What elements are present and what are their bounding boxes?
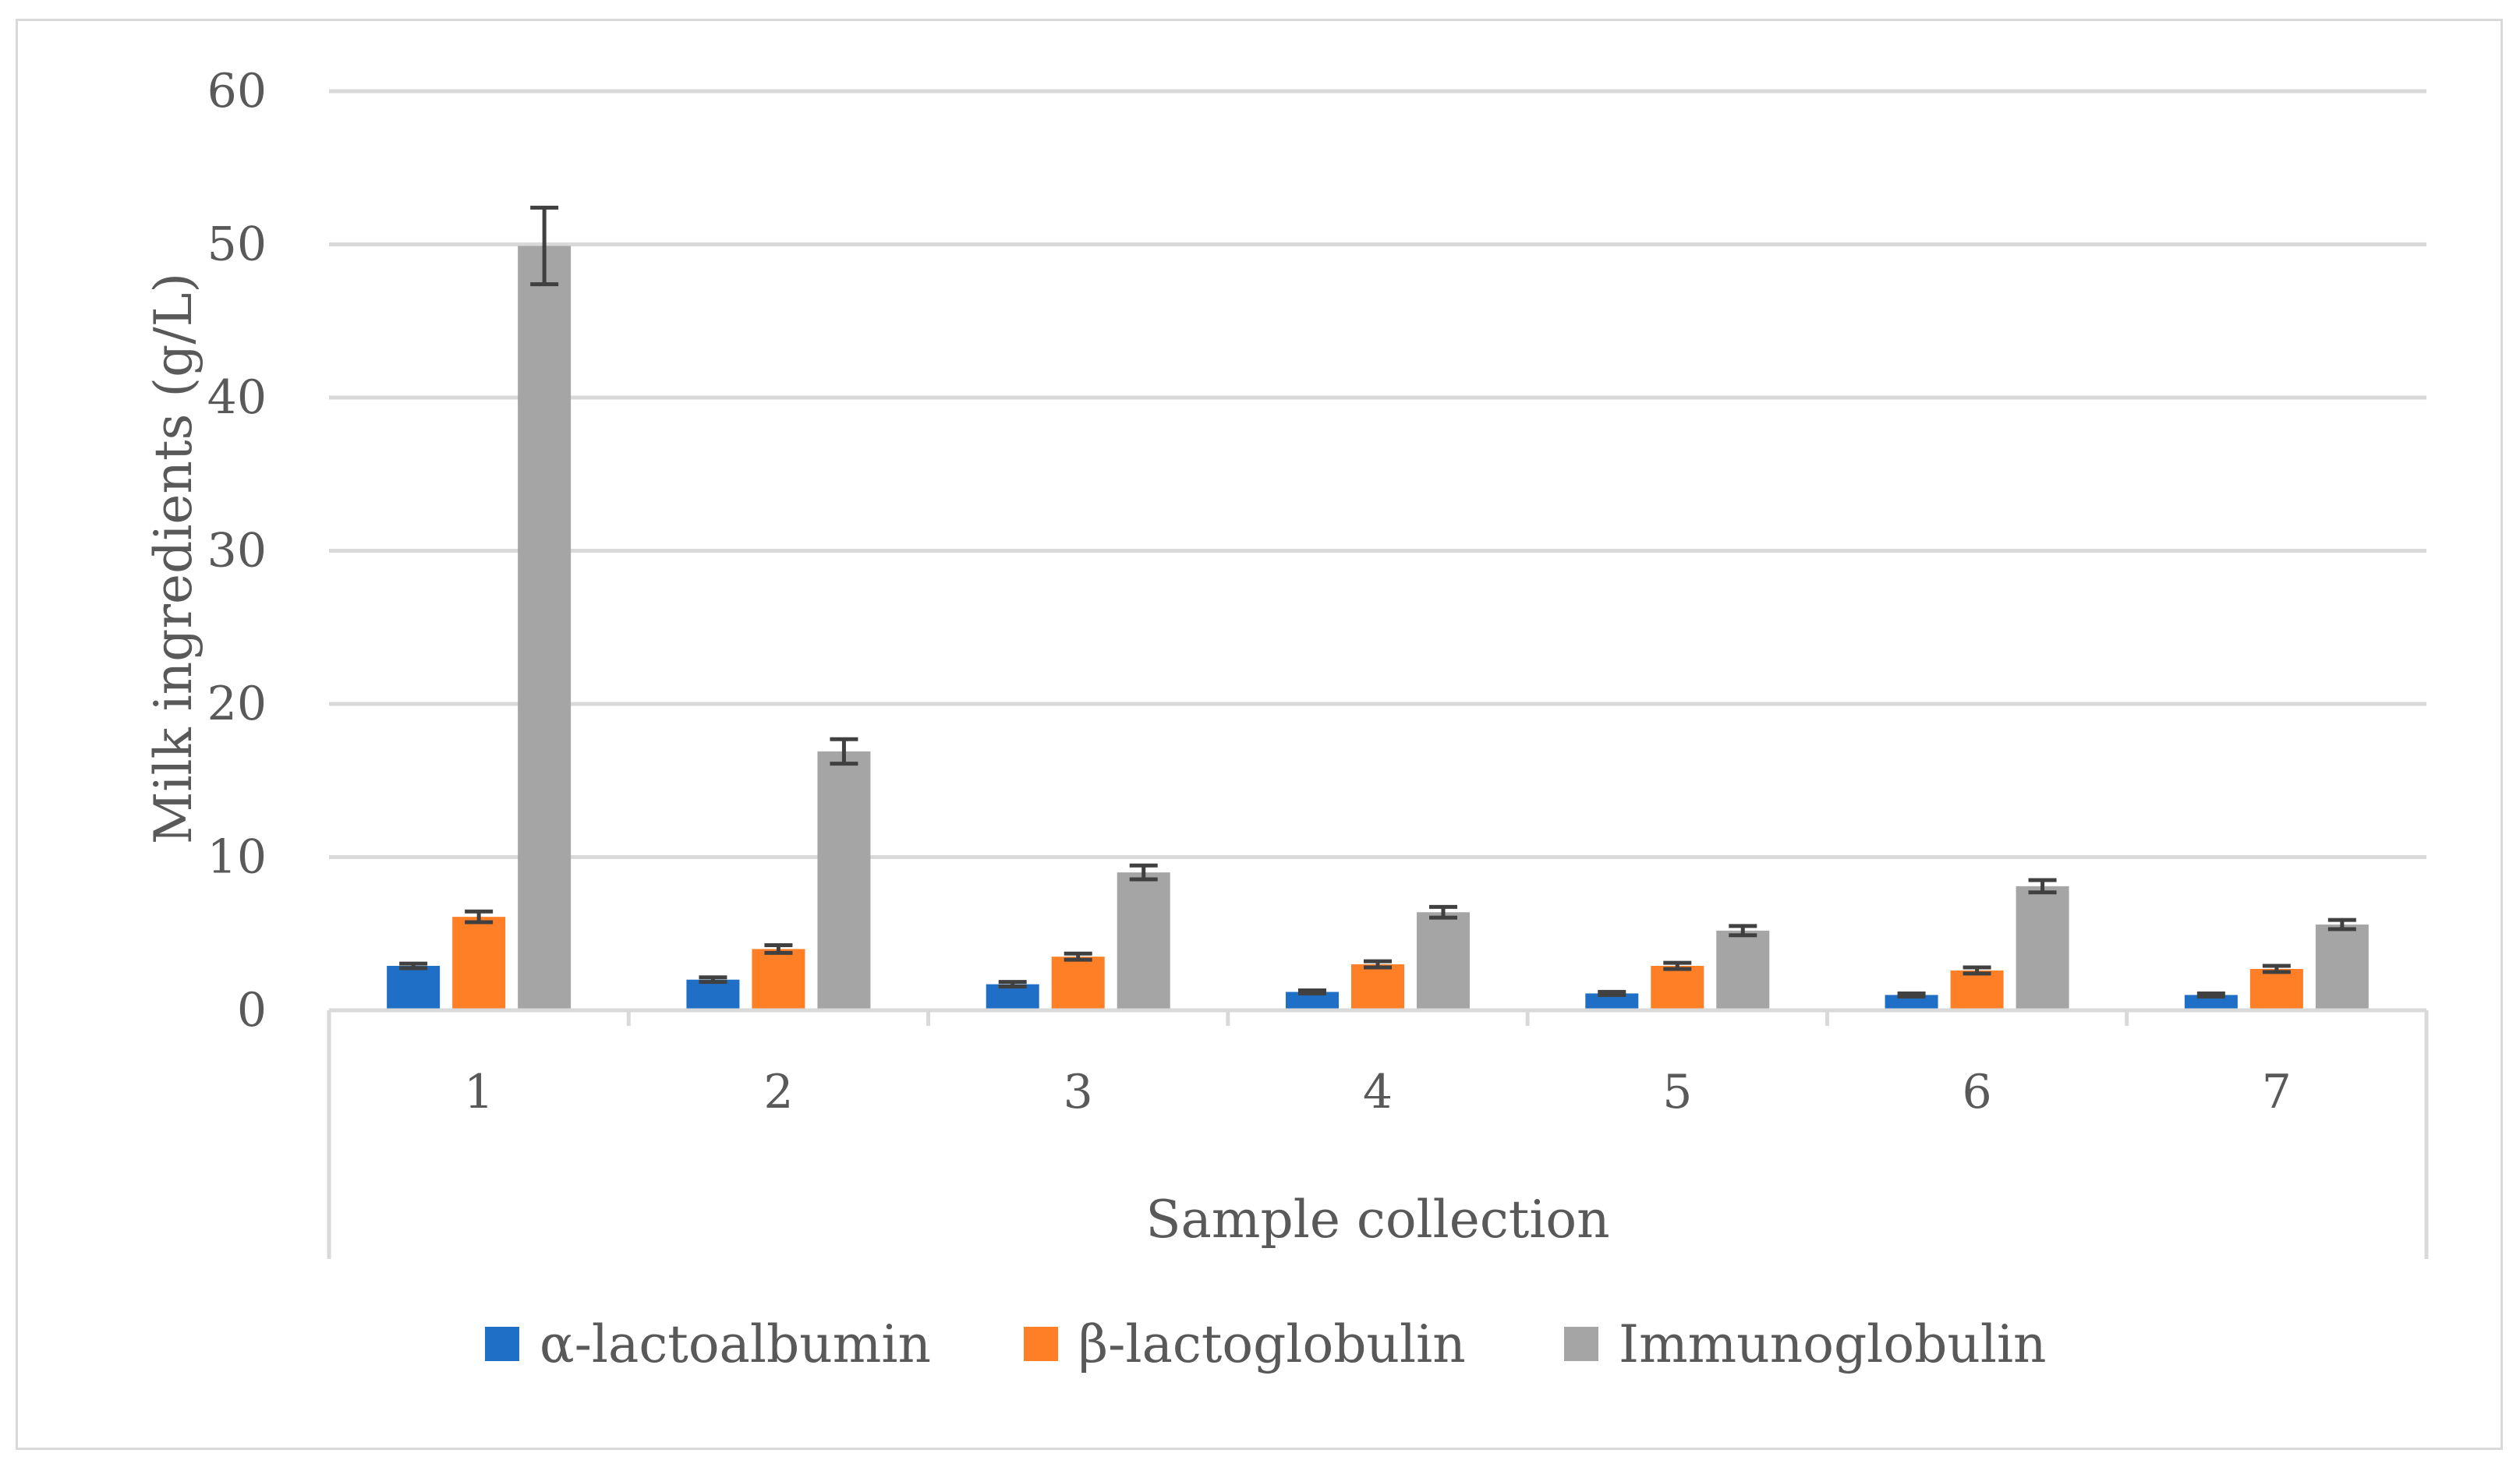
gridlines [329,89,2426,859]
bar [1051,957,1105,1010]
x-tick-label: 2 [763,1065,793,1119]
legend-label: α-lactoalbumin [540,1314,931,1374]
bar [817,751,871,1010]
y-tick-label: 20 [207,677,267,731]
y-axis-ticks: 0 10 20 30 40 50 60 [207,64,267,1038]
x-axis-title: Sample collection [1145,1190,1609,1250]
bars [387,246,2369,1011]
y-tick-label: 40 [207,370,267,425]
y-tick-label: 60 [207,64,267,118]
x-tick-label: 1 [464,1065,494,1119]
bar [1286,992,1339,1010]
x-tick-label: 6 [1962,1065,1991,1119]
legend-label: β-lactoglobulin [1078,1314,1466,1374]
bar [686,979,740,1010]
x-tick-label: 5 [1662,1065,1692,1119]
bar [1585,993,1639,1010]
bar [387,966,441,1010]
bar [2315,924,2369,1010]
legend-swatch [1024,1327,1058,1361]
x-axis-ticks: 1 2 3 4 5 6 7 [464,1065,2292,1119]
bar [1351,964,1404,1010]
legend: α-lactoalbumin β-lactoglobulin Immunoglobu… [485,1314,2047,1374]
y-tick-label: 50 [207,217,267,272]
bar [1885,995,1938,1010]
bar [1417,912,1470,1010]
x-tick-label: 4 [1363,1065,1393,1119]
bar [1716,930,1770,1010]
y-tick-label: 10 [207,830,267,885]
bar [1950,970,2004,1010]
axes [327,1008,2429,1259]
legend-swatch [485,1327,519,1361]
chart-frame [16,19,2503,1450]
x-tick-label: 7 [2262,1065,2292,1119]
bar [2184,995,2238,1010]
y-tick-label: 30 [207,524,267,578]
y-tick-label: 0 [237,983,267,1038]
bar [1651,966,1704,1010]
bar [986,984,1039,1010]
legend-swatch [1564,1327,1598,1361]
bar [452,917,506,1010]
bar [2249,968,2303,1010]
x-tick-label: 3 [1064,1065,1093,1119]
bar [1117,872,1170,1010]
legend-label: Immunoglobulin [1619,1314,2047,1374]
bar [752,949,805,1010]
bar [518,246,572,1011]
y-axis-title: Milk ingredients (g/L) [143,273,204,844]
error-bars [399,205,2356,999]
bar [2016,886,2069,1010]
